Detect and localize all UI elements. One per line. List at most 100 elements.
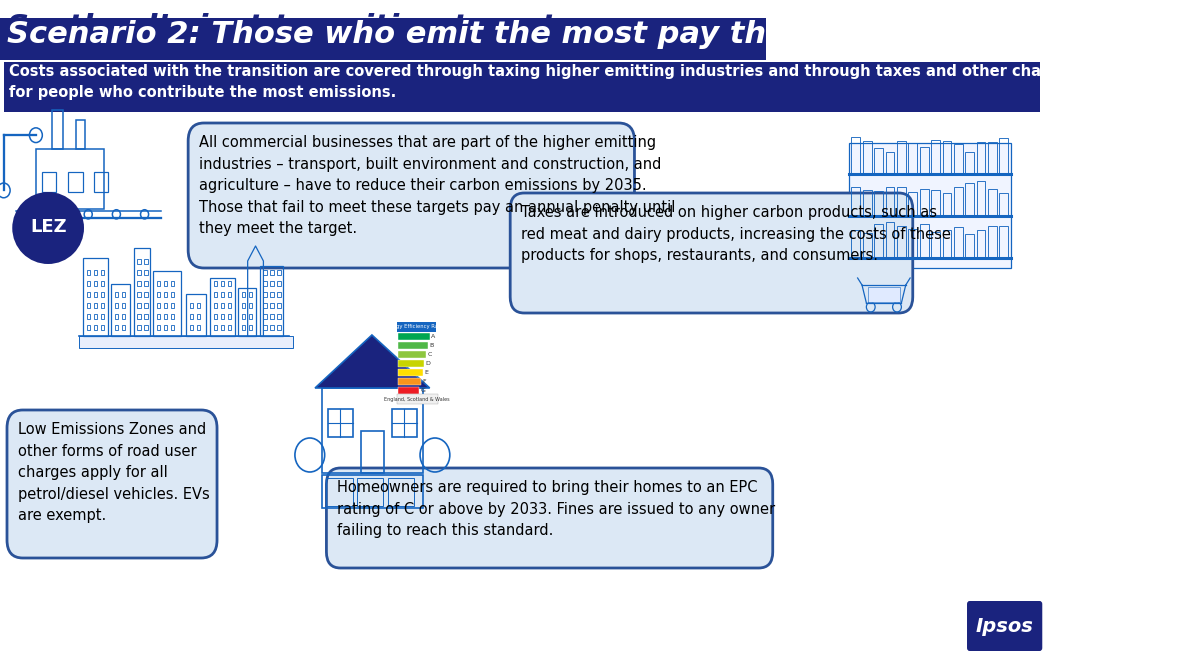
Bar (392, 409, 416, 437)
Bar (197, 303, 201, 308)
Bar (1000, 226, 1008, 258)
Bar (988, 189, 996, 216)
Bar (79, 336, 293, 348)
Bar (93, 172, 109, 192)
Text: Low Emissions Zones and
other forms of road user
charges apply for all
petrol/di: Low Emissions Zones and other forms of r… (18, 422, 209, 523)
Bar (238, 288, 256, 336)
Bar (138, 270, 141, 275)
Bar (138, 325, 141, 330)
Bar (398, 360, 425, 367)
Bar (138, 259, 141, 264)
Text: Ipsos: Ipsos (976, 617, 1033, 636)
Bar (100, 270, 104, 275)
Text: England, Scotland & Wales: England, Scotland & Wales (384, 397, 450, 401)
Bar (187, 294, 206, 336)
Bar (115, 303, 118, 308)
Bar (214, 314, 216, 319)
Bar (242, 314, 245, 319)
Text: Costs associated with the transition are covered through taxing higher emitting : Costs associated with the transition are… (8, 64, 1078, 100)
Bar (214, 303, 216, 308)
Text: B: B (429, 343, 433, 348)
Bar (398, 342, 428, 349)
Bar (277, 281, 281, 286)
Bar (164, 292, 167, 297)
Bar (86, 292, 90, 297)
Bar (874, 148, 883, 174)
Bar (897, 187, 905, 216)
Bar (220, 303, 224, 308)
Bar (398, 387, 419, 394)
Bar (852, 187, 860, 216)
Bar (157, 325, 160, 330)
Bar (263, 325, 267, 330)
Bar (138, 281, 141, 286)
Bar (242, 303, 245, 308)
Bar (920, 224, 928, 258)
Bar (270, 303, 274, 308)
Bar (5, 62, 1039, 112)
Bar (100, 325, 104, 330)
Bar (322, 388, 422, 473)
FancyBboxPatch shape (511, 193, 913, 313)
Text: All commercial businesses that are part of the higher emitting
industries – tran: All commercial businesses that are part … (199, 135, 675, 236)
Bar (277, 325, 281, 330)
Bar (171, 314, 175, 319)
Polygon shape (315, 335, 429, 388)
Text: D: D (426, 361, 431, 366)
Bar (988, 142, 996, 174)
Bar (145, 259, 148, 264)
Bar (954, 187, 963, 216)
FancyBboxPatch shape (188, 123, 634, 268)
Bar (270, 281, 274, 286)
Bar (153, 271, 181, 336)
Bar (86, 270, 90, 275)
Bar (852, 137, 860, 174)
Bar (122, 292, 126, 297)
Text: Scotland’s just transition to net zero: Scotland’s just transition to net zero (7, 13, 641, 42)
Bar (263, 292, 267, 297)
Bar (954, 144, 963, 174)
Bar (227, 281, 231, 286)
Bar (214, 325, 216, 330)
Bar (398, 378, 421, 385)
Bar (932, 232, 940, 258)
Bar (327, 478, 353, 506)
Bar (190, 325, 194, 330)
Bar (977, 142, 986, 174)
Bar (965, 183, 974, 216)
Bar (874, 191, 883, 216)
Text: LEZ: LEZ (30, 218, 67, 236)
Text: Homeowners are required to bring their homes to an EPC
rating of C or above by 2: Homeowners are required to bring their h… (337, 480, 775, 538)
Bar (242, 292, 245, 297)
Bar (358, 478, 383, 506)
Bar (171, 281, 175, 286)
Bar (897, 141, 905, 174)
FancyBboxPatch shape (327, 468, 773, 568)
Bar (145, 314, 148, 319)
Bar (909, 229, 917, 258)
Bar (397, 394, 438, 404)
Bar (157, 314, 160, 319)
Bar (977, 230, 986, 258)
Bar (190, 314, 194, 319)
Bar (932, 140, 940, 174)
Bar (145, 270, 148, 275)
Bar (138, 314, 141, 319)
Bar (122, 325, 126, 330)
Bar (920, 147, 928, 174)
Bar (115, 292, 118, 297)
Bar (965, 152, 974, 174)
Bar (220, 325, 224, 330)
Bar (397, 322, 435, 332)
Bar (270, 314, 274, 319)
Bar (398, 369, 422, 376)
Bar (164, 303, 167, 308)
Bar (115, 325, 118, 330)
Bar (322, 475, 422, 508)
Bar (965, 234, 974, 258)
Bar (86, 303, 90, 308)
Bar (190, 303, 194, 308)
Bar (100, 281, 104, 286)
Bar (227, 303, 231, 308)
Bar (862, 190, 872, 216)
